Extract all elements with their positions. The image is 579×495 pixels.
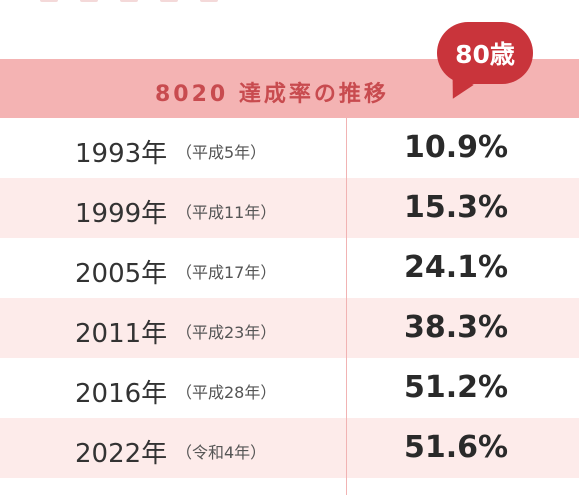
era-cell: （平成11年） [176, 203, 277, 222]
table-row: 2011年 （平成23年） 38.3% [0, 298, 579, 358]
era-cell: （平成17年） [176, 263, 277, 282]
year-cell: 1999年 [75, 199, 168, 229]
faint-mark [40, 0, 58, 2]
rate-cell: 51.6% [404, 430, 509, 465]
faint-mark [200, 0, 218, 2]
rate-table: 1993年 （平成5年） 10.9% 1999年 （平成11年） 15.3% 2… [0, 118, 579, 478]
year-cell: 2016年 [75, 379, 168, 409]
year-cell: 2011年 [75, 319, 168, 349]
table-row: 2016年 （平成28年） 51.2% [0, 358, 579, 418]
year-cell: 1993年 [75, 139, 168, 169]
table-title: 8020 達成率の推移 [155, 82, 389, 107]
faint-mark [80, 0, 98, 2]
era-cell: （平成23年） [176, 323, 277, 342]
table-row: 1993年 （平成5年） 10.9% [0, 118, 579, 178]
era-cell: （平成28年） [176, 383, 277, 402]
rate-cell: 15.3% [404, 190, 509, 225]
top-faint-decoration [40, 0, 340, 6]
age-badge: 80歳 [437, 22, 533, 84]
era-cell: （令和4年） [176, 443, 267, 462]
rate-cell: 24.1% [404, 250, 509, 285]
faint-mark [120, 0, 138, 2]
table-row: 1999年 （平成11年） 15.3% [0, 178, 579, 238]
rate-cell: 38.3% [404, 310, 509, 345]
year-cell: 2005年 [75, 259, 168, 289]
table-row: 2005年 （平成17年） 24.1% [0, 238, 579, 298]
era-cell: （平成5年） [176, 143, 267, 162]
rate-cell: 51.2% [404, 370, 509, 405]
year-cell: 2022年 [75, 439, 168, 469]
rate-cell: 10.9% [404, 130, 509, 165]
faint-mark [160, 0, 178, 2]
column-divider [346, 118, 347, 495]
table-row: 2022年 （令和4年） 51.6% [0, 418, 579, 478]
